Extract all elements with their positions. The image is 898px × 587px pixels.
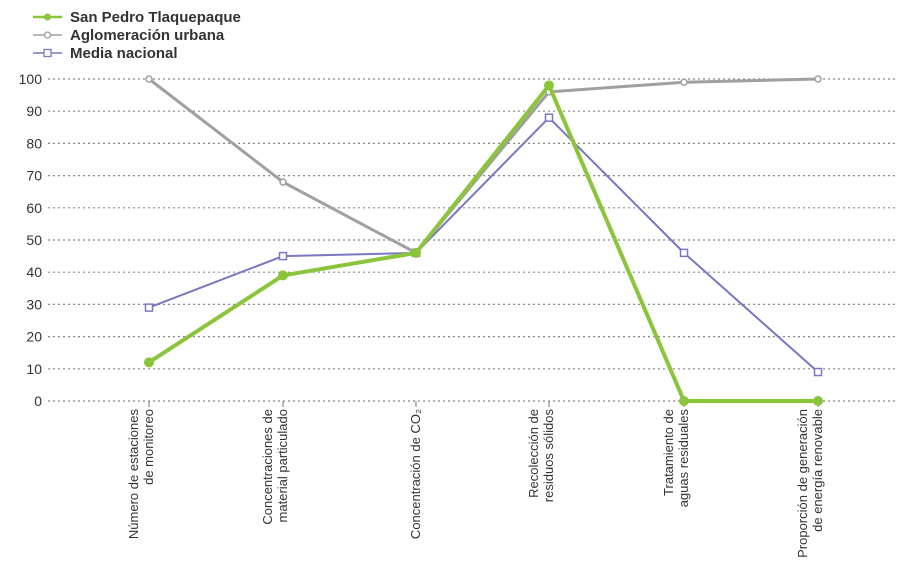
data-point [813,367,823,377]
legend-marker [43,31,52,39]
data-point [279,178,287,186]
data-point [144,357,154,368]
series-0 [144,80,823,406]
data-point [544,80,554,91]
category-label: de energía renovable [810,409,825,532]
y-tick-label: 0 [34,393,42,409]
category-label: Tratamiento de [661,409,676,496]
category-label: aguas residuales [676,409,691,508]
y-tick-label: 70 [26,168,42,184]
data-point [411,247,421,258]
data-point [278,270,288,281]
series-lines [144,75,823,406]
category-label: Concentraciones de [260,409,275,525]
data-point [814,75,822,83]
data-point [144,303,154,312]
data-point [813,396,823,406]
series-line [148,77,819,255]
legend-label: Aglomeración urbana [70,27,225,44]
y-axis-tick-labels: 0 10 20 30 40 50 60 70 80 90 100 [19,71,43,409]
legend-item: San Pedro Tlaquepaque [33,9,241,26]
category-label: residuos sólidos [541,409,556,503]
data-point [544,113,554,122]
series-line [148,116,819,373]
series-line [147,83,818,403]
category-label: Recolección de [526,409,541,498]
data-point [145,75,153,83]
data-point [679,396,689,406]
category-label: de monitoreo [141,409,156,485]
x-axis-category-labels: Número de estaciones de monitoreo Concentr… [126,409,825,558]
data-point [680,78,688,86]
gridlines [48,78,895,402]
y-tick-label: 50 [26,232,42,248]
y-tick-label: 80 [26,135,42,151]
y-tick-label: 30 [26,296,42,312]
legend-item: Aglomeración urbana [33,27,225,44]
category-label: Concentración de CO₂ [408,409,423,539]
legend-marker [43,48,52,58]
y-tick-label: 100 [19,71,43,87]
data-point [278,251,288,261]
y-tick-label: 20 [26,329,42,345]
category-label: material particulado [275,409,290,522]
category-label: Proporción de generación [795,409,810,558]
y-tick-label: 90 [26,103,42,119]
category-label: Número de estaciones [126,409,141,540]
legend-label: San Pedro Tlaquepaque [70,9,241,26]
y-tick-label: 10 [26,361,42,377]
y-tick-label: 60 [26,200,42,216]
legend-marker [44,13,51,21]
y-tick-label: 40 [26,264,42,280]
legend-label: Media nacional [70,45,178,62]
data-point [679,248,689,258]
legend-item: Media nacional [33,45,178,62]
